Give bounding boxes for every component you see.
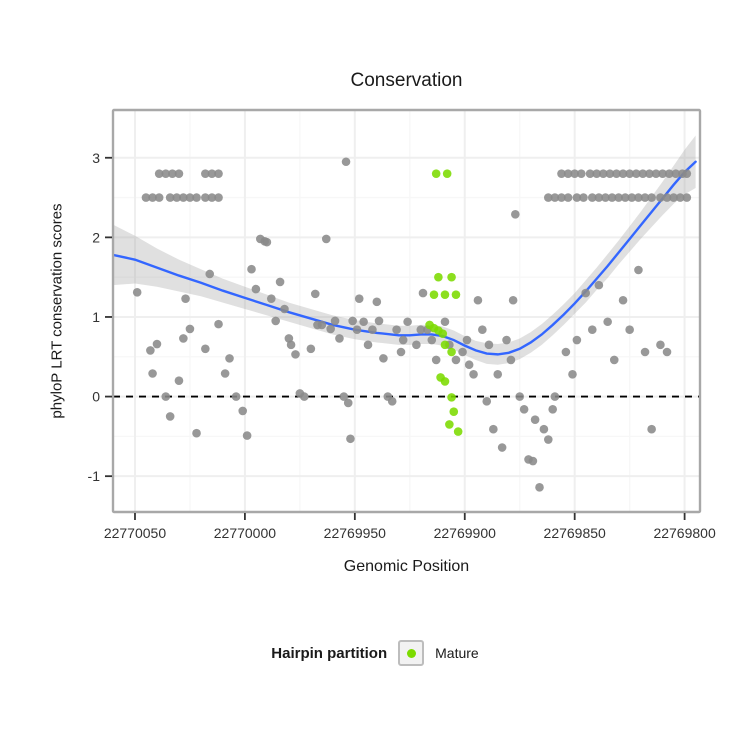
series-Mature <box>425 169 463 436</box>
svg-text:22769900: 22769900 <box>434 525 497 541</box>
legend-title: Hairpin partition <box>271 644 388 662</box>
svg-text:1: 1 <box>92 309 100 325</box>
svg-text:22770050: 22770050 <box>104 525 167 541</box>
confidence-band <box>113 135 696 365</box>
svg-text:3: 3 <box>92 150 100 166</box>
mature-point-icon <box>406 648 416 658</box>
plot-content <box>113 135 700 492</box>
panel-border <box>111 108 702 514</box>
svg-text:22770000: 22770000 <box>214 525 277 541</box>
svg-text:0: 0 <box>92 389 100 405</box>
svg-text:-1: -1 <box>88 468 101 484</box>
axes: 22770050 22770000 22769950 22769900 22769850… <box>88 150 716 541</box>
svg-text:2: 2 <box>92 229 100 245</box>
legend: Hairpin partition Mature <box>0 640 750 666</box>
svg-text:22769800: 22769800 <box>653 525 716 541</box>
series-other <box>132 157 692 492</box>
svg-text:22769950: 22769950 <box>324 525 387 541</box>
chart-title: Conservation <box>350 70 463 91</box>
legend-key <box>398 640 425 666</box>
y-axis-label: phyloP LRT conservation scores <box>48 203 66 419</box>
smooth-line <box>113 160 697 356</box>
x-axis-label: Genomic Position <box>343 558 470 575</box>
svg-text:22769850: 22769850 <box>544 525 607 541</box>
legend-entry-mature: Mature <box>435 645 479 661</box>
